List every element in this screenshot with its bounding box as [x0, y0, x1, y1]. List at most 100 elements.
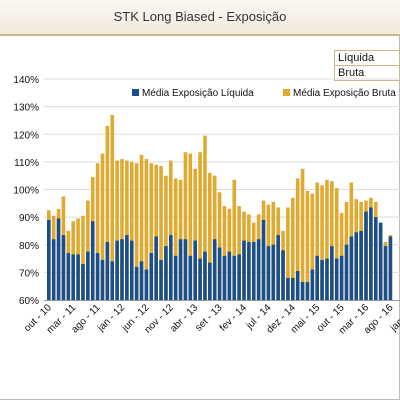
bar-liquida — [237, 254, 241, 300]
bar-liquida — [105, 241, 110, 300]
bar-bruta — [325, 179, 329, 300]
y-tick-label: 60% — [19, 296, 39, 307]
bar-liquida — [364, 211, 368, 300]
bar-liquida — [51, 239, 56, 300]
bar-bruta — [139, 154, 144, 300]
bar-bruta — [173, 178, 178, 300]
bar-liquida — [242, 240, 246, 300]
bar-bruta — [295, 178, 300, 300]
bar-bruta — [159, 166, 163, 300]
bar-bruta — [203, 135, 207, 300]
bar-liquida — [266, 246, 271, 300]
bar-liquida — [320, 259, 324, 300]
bar-bruta — [305, 190, 310, 300]
bar-liquida — [251, 241, 256, 300]
legend-swatch-liquida — [132, 89, 139, 96]
bar-bruta — [120, 159, 124, 300]
bar-liquida — [125, 235, 129, 300]
legend-label-liquida: Média Exposição Líquida — [142, 88, 254, 99]
bar-liquida — [178, 239, 183, 300]
bar-bruta — [315, 182, 319, 300]
bar-liquida — [373, 217, 378, 300]
bar-liquida — [110, 261, 115, 300]
bar-liquida — [61, 235, 66, 300]
bar-liquida — [154, 236, 158, 300]
bar-liquida — [81, 264, 85, 300]
y-tick-label: 80% — [19, 241, 39, 252]
bar-liquida — [344, 244, 349, 300]
bar-liquida — [276, 235, 280, 300]
bar-liquida — [310, 269, 315, 300]
bar-bruta — [334, 188, 339, 300]
bar-bruta — [100, 153, 105, 300]
bar-bruta — [232, 179, 237, 300]
bar-liquida — [388, 236, 393, 300]
view-option-liquida[interactable]: Líquida — [334, 50, 400, 66]
bar-liquida — [90, 221, 95, 300]
bar-liquida — [286, 277, 290, 300]
bar-liquida — [188, 255, 193, 300]
series-liquida — [47, 207, 393, 300]
bar-liquida — [193, 240, 197, 300]
bar-bruta — [222, 206, 227, 300]
bar-liquida — [149, 253, 154, 300]
bar-liquida — [271, 244, 276, 300]
bar-liquida — [173, 255, 178, 300]
bar-liquida — [383, 246, 388, 300]
y-tick-label: 120% — [13, 130, 39, 141]
bar-liquida — [222, 255, 227, 300]
bar-liquida — [76, 254, 80, 300]
y-tick-label: 140% — [13, 75, 39, 86]
bar-liquida — [71, 254, 75, 300]
bar-bruta — [291, 197, 295, 300]
bar-liquida — [325, 258, 329, 300]
bar-liquida — [134, 266, 139, 300]
legend-swatch-bruta — [283, 89, 290, 96]
bar-bruta — [320, 185, 324, 300]
bar-liquida — [378, 222, 383, 300]
bar-bruta — [237, 206, 241, 300]
bar-bruta — [183, 152, 188, 300]
bar-bruta — [154, 164, 158, 300]
bar-liquida — [232, 255, 237, 300]
title-divider — [0, 34, 400, 36]
bar-bruta — [125, 160, 129, 300]
bar-liquida — [164, 246, 168, 300]
bar-liquida — [334, 258, 339, 300]
y-tick-label: 100% — [13, 186, 39, 197]
bar-liquida — [349, 236, 354, 300]
bar-bruta — [105, 125, 110, 301]
bar-bruta — [217, 192, 222, 300]
bar-liquida — [120, 239, 124, 300]
bar-liquida — [86, 251, 90, 300]
bar-liquida — [261, 219, 266, 300]
bar-bruta — [300, 168, 305, 300]
bar-liquida — [100, 259, 105, 300]
bar-liquida — [359, 230, 363, 300]
bar-liquida — [144, 269, 149, 300]
bar-liquida — [203, 251, 207, 300]
bar-bruta — [149, 163, 154, 300]
bar-bruta — [193, 168, 197, 300]
bar-bruta — [115, 160, 119, 300]
bar-bruta — [188, 153, 193, 300]
bar-liquida — [212, 239, 217, 300]
bar-liquida — [198, 258, 202, 300]
page-title: STK Long Biased - Exposição — [113, 9, 287, 24]
bar-bruta — [134, 163, 139, 300]
bar-liquida — [217, 247, 222, 300]
y-tick-label: 130% — [13, 103, 39, 114]
bar-liquida — [139, 261, 144, 300]
bar-liquida — [95, 253, 100, 300]
bar-liquida — [305, 282, 310, 300]
bar-liquida — [291, 277, 295, 300]
bar-liquida — [256, 239, 261, 300]
bar-bruta — [95, 163, 100, 300]
bar-liquida — [315, 255, 319, 300]
bar-liquida — [115, 240, 119, 300]
bar-liquida — [369, 207, 373, 300]
y-tick-label: 70% — [19, 268, 39, 279]
bar-bruta — [212, 175, 217, 300]
